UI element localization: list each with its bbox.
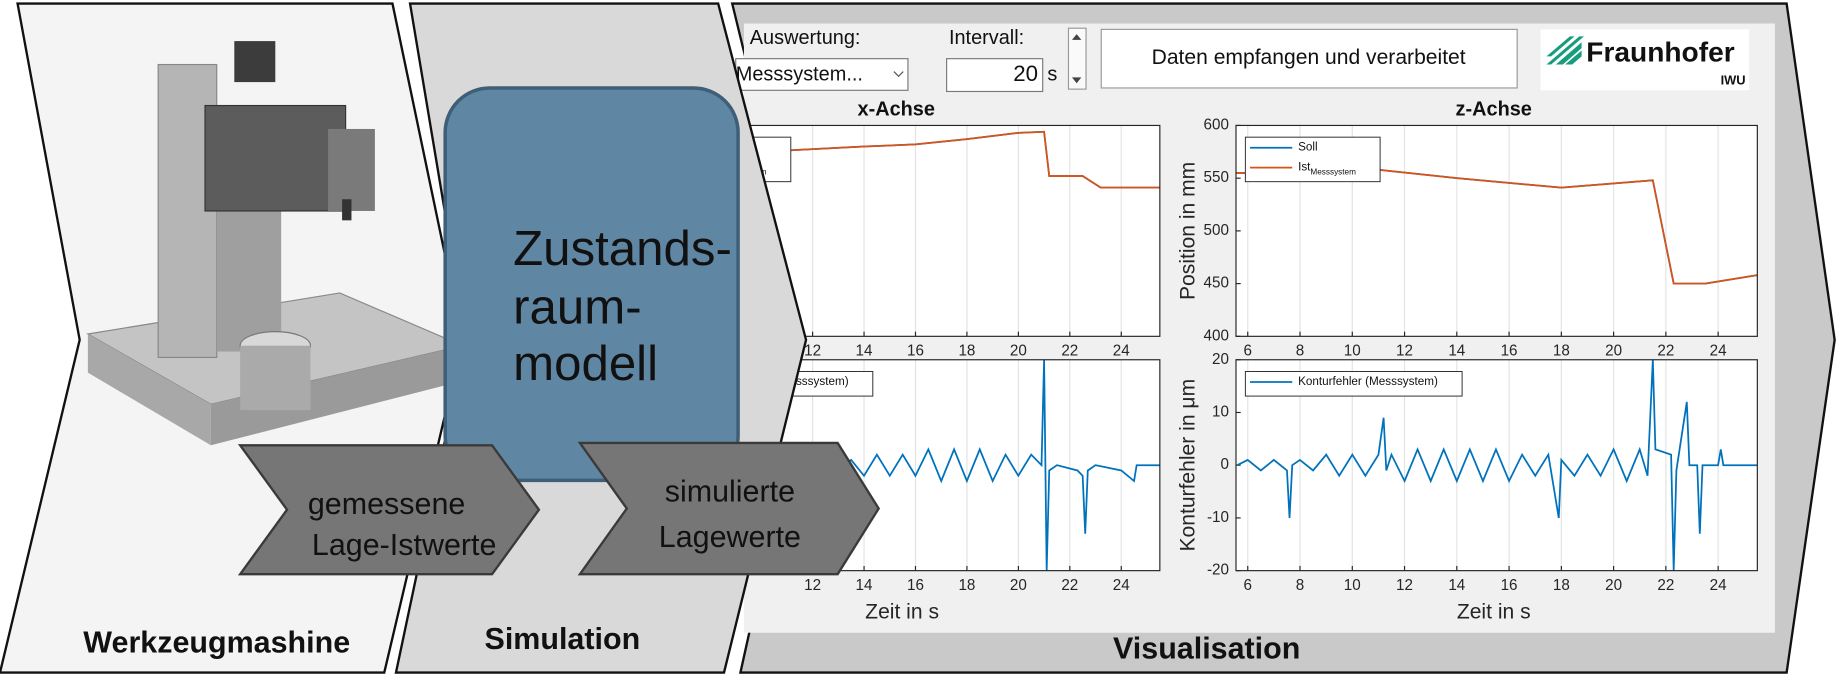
legend-label: Ist — [1298, 161, 1311, 174]
x-tick-label: 12 — [1396, 577, 1413, 594]
legend-text: Konturfehler (Messsystem) — [1298, 375, 1438, 388]
model-text: raum- — [513, 280, 641, 335]
x-tick-label: 6 — [1244, 577, 1252, 594]
panel-label: Visualisation — [1113, 631, 1300, 665]
auswertung-label: Auswertung: — [750, 27, 861, 49]
legend-label: Soll — [1298, 141, 1318, 154]
machine-spindle — [328, 129, 375, 211]
legend-subscript: Messsystem — [1310, 167, 1356, 176]
x-tick-label: 24 — [1113, 343, 1130, 360]
x-tick-label: 16 — [1501, 343, 1518, 360]
x-tick-label: 20 — [1605, 577, 1622, 594]
x-axis-label: Zeit in s — [1457, 600, 1531, 623]
x-tick-label: 6 — [1244, 343, 1252, 360]
machine-motor — [234, 41, 275, 82]
x-tick-label: 22 — [1657, 343, 1674, 360]
x-tick-label: 12 — [804, 577, 821, 594]
x-tick-label: 18 — [1553, 577, 1570, 594]
x-tick-label: 14 — [1448, 343, 1465, 360]
x-tick-label: 14 — [1448, 577, 1465, 594]
machine-head — [205, 106, 346, 211]
arrow-text: gemessene — [308, 487, 465, 521]
x-tick-label: 8 — [1296, 343, 1304, 360]
y-tick-label: 10 — [1212, 403, 1229, 420]
y-tick-label: 400 — [1204, 327, 1229, 344]
y-tick-label: 600 — [1204, 116, 1229, 133]
y-tick-label: -20 — [1207, 562, 1229, 579]
arrow-text: simulierte — [665, 474, 795, 508]
dropdown-value[interactable]: Messsystem... — [736, 63, 863, 85]
x-tick-label: 16 — [907, 343, 924, 360]
x-tick-label: 16 — [1501, 577, 1518, 594]
machine-tool — [342, 199, 351, 220]
x-axis-label: Zeit in s — [865, 600, 939, 623]
y-tick-label: 0 — [1220, 456, 1228, 473]
x-tick-label: 18 — [1553, 343, 1570, 360]
status-text: Daten empfangen und verarbeitet — [1152, 46, 1466, 69]
plot-title: x-Achse — [858, 98, 935, 120]
intervall-label: Intervall: — [949, 27, 1024, 49]
plot-title: z-Achse — [1456, 98, 1532, 120]
model-text: modell — [513, 336, 658, 391]
x-tick-label: 14 — [856, 343, 873, 360]
y-tick-label: 450 — [1204, 275, 1229, 292]
x-tick-label: 20 — [1605, 343, 1622, 360]
y-tick-label: 500 — [1204, 222, 1229, 239]
x-tick-label: 20 — [1010, 577, 1027, 594]
x-tick-label: 8 — [1296, 577, 1304, 594]
interval-unit: s — [1047, 63, 1057, 85]
x-tick-label: 22 — [1061, 343, 1078, 360]
x-tick-label: 18 — [958, 343, 975, 360]
x-tick-label: 24 — [1710, 577, 1727, 594]
legend-text: Soll — [1298, 141, 1318, 154]
model-text: Zustands- — [513, 221, 732, 276]
x-tick-label: 20 — [1010, 343, 1027, 360]
y-tick-label: -10 — [1207, 509, 1229, 526]
logo-sub: IWU — [1721, 72, 1746, 87]
panel-label: Simulation — [485, 622, 641, 656]
x-tick-label: 24 — [1710, 343, 1727, 360]
panel-label: Werkzeugmashine — [83, 625, 350, 659]
y-tick-label: 550 — [1204, 169, 1229, 186]
x-tick-label: 22 — [1061, 577, 1078, 594]
x-tick-label: 12 — [804, 343, 821, 360]
logo-text: Fraunhofer — [1586, 36, 1734, 67]
x-tick-label: 10 — [1344, 343, 1361, 360]
y-axis-label: Position in mm — [1177, 162, 1200, 300]
interval-value[interactable]: 20 — [1013, 61, 1038, 86]
arrow-text: Lagewerte — [659, 520, 801, 554]
diagram: Auswertung: Messsystem... Intervall: 20 … — [0, 0, 1837, 675]
x-tick-label: 22 — [1657, 577, 1674, 594]
x-tick-label: 24 — [1113, 577, 1130, 594]
x-tick-label: 14 — [856, 577, 873, 594]
x-tick-label: 10 — [1344, 577, 1361, 594]
legend-label: Konturfehler (Messsystem) — [1298, 375, 1438, 388]
y-tick-label: 20 — [1212, 351, 1229, 368]
y-axis-label: Konturfehler in μm — [1177, 379, 1200, 552]
x-tick-label: 12 — [1396, 343, 1413, 360]
x-tick-label: 18 — [958, 577, 975, 594]
x-tick-label: 16 — [907, 577, 924, 594]
machine-table-body — [240, 346, 310, 410]
arrow-text: Lage-Istwerte — [312, 528, 497, 562]
